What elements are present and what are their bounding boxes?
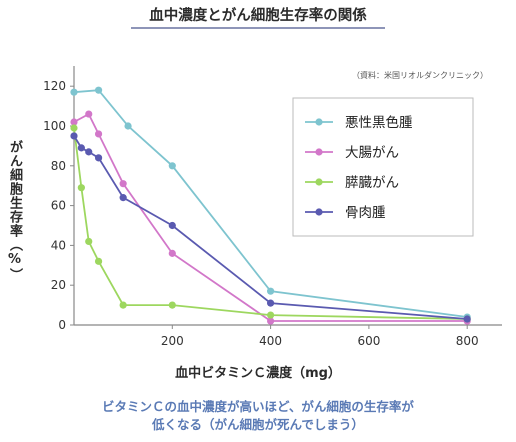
y-tick-label: 60 (51, 199, 66, 213)
data-point (77, 144, 85, 152)
data-point (85, 237, 93, 246)
legend-item: 骨肉腫 (305, 205, 386, 221)
data-point (70, 124, 78, 132)
data-point (463, 315, 471, 323)
chart-caption: ビタミンＣの血中濃度が高いほど、がん細胞の生存率が 低くなる（がん細胞が死んでし… (0, 398, 516, 434)
chart-title: 血中濃度とがん細胞生存率の関係 (149, 8, 367, 24)
y-axis-label: がん細胞生存率（%） (7, 140, 22, 282)
legend-item: 悪性黒色腫 (305, 114, 413, 131)
caption-line-1: ビタミンＣの血中濃度が高いほど、がん細胞の生存率が (102, 399, 414, 414)
data-point (85, 110, 93, 118)
series-layer (70, 86, 471, 325)
data-point (94, 86, 103, 94)
data-point (77, 184, 85, 192)
x-axis-label: 血中ビタミンＣ濃度（mg） (175, 366, 341, 381)
legend-label: 悪性黒色腫 (345, 114, 413, 131)
data-point (94, 257, 103, 265)
source-note: （資料：米国リオルダンクリニック） (352, 71, 488, 80)
series-line (73, 127, 468, 320)
axes: 0 20 40 60 80 100 120 200 400 600 800 (43, 66, 502, 348)
legend-swatch-marker (315, 208, 323, 216)
data-point (267, 299, 275, 307)
data-point (119, 194, 127, 202)
data-point (168, 301, 176, 309)
data-point (168, 221, 176, 230)
y-tick-label: 0 (58, 318, 66, 332)
legend-item: 膵臓がん (305, 175, 399, 191)
data-point (70, 132, 78, 140)
data-point (85, 148, 93, 156)
series-4 (70, 132, 471, 323)
data-point (267, 311, 275, 319)
data-point (94, 130, 103, 138)
legend-swatch-marker (315, 118, 323, 126)
legend-swatch-marker (315, 178, 323, 186)
series-line (73, 89, 468, 318)
legend-label: 膵臓がん (345, 175, 399, 191)
caption-line-2: 低くなる（がん細胞が死んでしまう） (152, 417, 364, 432)
legend-label: 骨肉腫 (345, 205, 386, 221)
data-point (124, 122, 132, 130)
x-tick-label: 800 (456, 334, 479, 348)
data-point (267, 287, 275, 295)
legend-swatch-marker (315, 148, 323, 156)
legend-box (292, 97, 474, 237)
x-tick-label: 600 (357, 334, 380, 348)
legend-label: 大腸がん (345, 145, 399, 161)
x-tick-label: 200 (161, 334, 184, 348)
data-point (168, 162, 176, 170)
data-point (94, 154, 103, 162)
data-point (168, 249, 176, 257)
data-point (70, 88, 78, 96)
data-point (267, 317, 275, 325)
y-tick-label: 80 (51, 159, 66, 173)
y-tick-label: 100 (43, 119, 66, 133)
y-tick-label: 40 (51, 238, 66, 252)
y-tick-label: 20 (51, 278, 66, 292)
title-underline (131, 27, 385, 29)
data-point (70, 118, 78, 126)
data-point (119, 180, 127, 188)
legend-item: 大腸がん (305, 145, 399, 161)
y-tick-label: 120 (43, 79, 66, 93)
data-point (119, 301, 127, 309)
x-tick-label: 400 (259, 334, 282, 348)
